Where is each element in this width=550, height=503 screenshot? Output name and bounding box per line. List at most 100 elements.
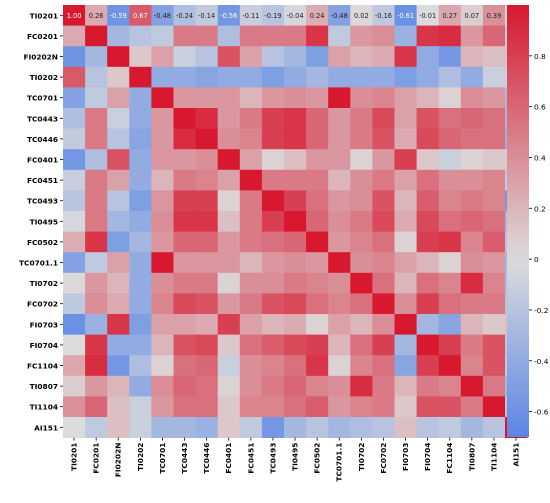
x-tick-label: TI0807 bbox=[467, 443, 476, 471]
heatmap-cell bbox=[129, 417, 152, 438]
heatmap-cell bbox=[460, 293, 484, 315]
heatmap-cell bbox=[85, 66, 108, 88]
heatmap-cell bbox=[372, 314, 395, 335]
heatmap-cell bbox=[129, 375, 152, 397]
heatmap-cell bbox=[460, 375, 484, 397]
heatmap-cell bbox=[306, 25, 329, 47]
heatmap-cell bbox=[217, 334, 241, 356]
heatmap-cell bbox=[394, 128, 417, 150]
colorbar-tick-label: -0.4 bbox=[534, 357, 549, 366]
heatmap-cell bbox=[328, 355, 351, 377]
heatmap-cell bbox=[107, 314, 130, 335]
heatmap-cell bbox=[350, 190, 373, 212]
cell-annotation: -0.59 bbox=[110, 12, 127, 20]
heatmap-cell bbox=[284, 272, 307, 294]
heatmap-cell bbox=[63, 396, 86, 418]
heatmap-cell bbox=[195, 169, 219, 191]
y-tick-label: FC0451 bbox=[27, 176, 58, 185]
cell-annotation: -0.48 bbox=[331, 12, 348, 20]
heatmap-cell bbox=[394, 66, 417, 88]
heatmap-cell bbox=[284, 355, 307, 377]
heatmap-cell bbox=[195, 314, 219, 335]
heatmap-cell bbox=[372, 417, 395, 438]
heatmap-cell bbox=[306, 5, 329, 26]
heatmap-cell bbox=[85, 25, 108, 47]
heatmap-cell bbox=[306, 417, 329, 438]
heatmap-cell bbox=[195, 25, 219, 47]
heatmap-cell bbox=[460, 190, 484, 212]
heatmap-cell bbox=[261, 334, 285, 356]
heatmap-cell bbox=[151, 211, 174, 232]
heatmap-cell bbox=[195, 231, 219, 253]
heatmap-cell bbox=[63, 87, 86, 109]
heatmap-cell bbox=[482, 417, 506, 438]
y-tick-label: TC0701 bbox=[27, 94, 58, 103]
heatmap-cell bbox=[217, 417, 241, 438]
heatmap-cell bbox=[460, 252, 484, 274]
heatmap-cell bbox=[284, 417, 307, 438]
heatmap-cell bbox=[394, 108, 417, 129]
heatmap-cell bbox=[107, 25, 130, 47]
heatmap-cell bbox=[151, 417, 174, 438]
heatmap-cell bbox=[173, 87, 196, 109]
heatmap-cell bbox=[328, 231, 351, 253]
heatmap-cell bbox=[217, 169, 241, 191]
heatmap-cell bbox=[394, 46, 417, 68]
heatmap-cell bbox=[284, 231, 307, 253]
heatmap-cell bbox=[239, 128, 263, 150]
heatmap-cell bbox=[284, 46, 307, 68]
heatmap-cell bbox=[151, 355, 174, 377]
heatmap-cell bbox=[460, 25, 484, 47]
heatmap-cell bbox=[85, 5, 108, 26]
heatmap-cell bbox=[173, 334, 196, 356]
heatmap-cell bbox=[306, 293, 329, 315]
heatmap-cell bbox=[306, 272, 329, 294]
heatmap-cell bbox=[416, 334, 440, 356]
x-tick-label: FC0401 bbox=[224, 443, 233, 474]
heatmap-cell bbox=[460, 272, 484, 294]
colorbar-tick-label: 0.6 bbox=[534, 103, 546, 112]
heatmap-cell bbox=[328, 128, 351, 150]
heatmap-cell bbox=[482, 169, 506, 191]
heatmap-cell bbox=[173, 272, 196, 294]
heatmap-cell bbox=[394, 375, 417, 397]
heatmap-cell bbox=[394, 211, 417, 232]
heatmap-cell bbox=[63, 314, 86, 335]
heatmap-cell bbox=[151, 190, 174, 212]
heatmap-cell bbox=[107, 5, 130, 26]
heatmap-cell bbox=[217, 87, 241, 109]
heatmap-cell bbox=[195, 66, 219, 88]
heatmap-cell bbox=[438, 169, 462, 191]
heatmap-cell bbox=[460, 66, 484, 88]
heatmap-cell bbox=[306, 231, 329, 253]
heatmap-cell bbox=[239, 5, 263, 26]
heatmap-cell bbox=[239, 149, 263, 171]
heatmap-cell bbox=[239, 355, 263, 377]
heatmap-cell bbox=[350, 108, 373, 129]
y-tick-label: TC0443 bbox=[27, 114, 58, 123]
heatmap-cell bbox=[151, 66, 174, 88]
colorbar-tick-label: -0.2 bbox=[534, 306, 548, 315]
heatmap-cell bbox=[284, 293, 307, 315]
heatmap-cell bbox=[173, 293, 196, 315]
y-tick-label: FI0202N bbox=[23, 53, 58, 62]
heatmap-cell bbox=[372, 211, 395, 232]
heatmap-cell bbox=[372, 46, 395, 68]
colorbar-tick-label: 0.2 bbox=[534, 204, 546, 213]
heatmap-cell bbox=[306, 46, 329, 68]
heatmap-cell bbox=[63, 272, 86, 294]
heatmap-cell bbox=[416, 396, 440, 418]
heatmap-cell bbox=[151, 334, 174, 356]
heatmap-cell bbox=[394, 396, 417, 418]
colorbar-tick-label: 0.8 bbox=[534, 52, 546, 61]
heatmap-cell bbox=[129, 66, 152, 88]
heatmap-cell bbox=[85, 355, 108, 377]
heatmap-cell bbox=[217, 252, 241, 274]
heatmap-cell bbox=[482, 272, 506, 294]
heatmap-cell bbox=[350, 396, 373, 418]
heatmap-cell bbox=[63, 190, 86, 212]
heatmap-cell bbox=[195, 417, 219, 438]
heatmap-cell bbox=[350, 5, 373, 26]
heatmap-cell bbox=[372, 375, 395, 397]
